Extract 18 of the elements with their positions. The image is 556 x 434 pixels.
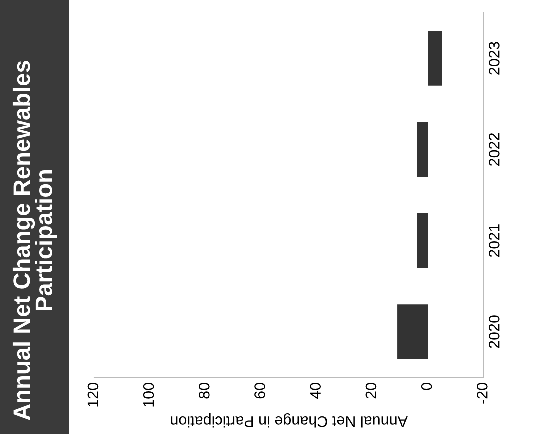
x-tick-label: 120 <box>88 383 99 407</box>
bar <box>398 304 428 360</box>
x-tick-label: 40 <box>310 383 322 400</box>
y-tick-label: 2020 <box>488 316 500 348</box>
y-tick-label: 2023 <box>488 42 500 75</box>
x-tick-label: 60 <box>254 383 266 399</box>
bar <box>417 214 428 268</box>
x-tick-label: -20 <box>477 383 488 404</box>
y-tick-label: 2021 <box>488 224 500 258</box>
x-tick-label: 20 <box>366 383 377 399</box>
bar <box>417 122 428 178</box>
bar <box>428 31 442 86</box>
x-axis-title: Annual Net Change in Participation <box>171 413 408 428</box>
x-tick-label: 80 <box>199 383 210 399</box>
x-tick-label: 100 <box>143 383 154 407</box>
y-tick-label: 2022 <box>488 134 500 166</box>
text: Annual Net Change Renewables Participation <box>12 61 58 420</box>
x-tick-label: 0 <box>421 383 432 390</box>
